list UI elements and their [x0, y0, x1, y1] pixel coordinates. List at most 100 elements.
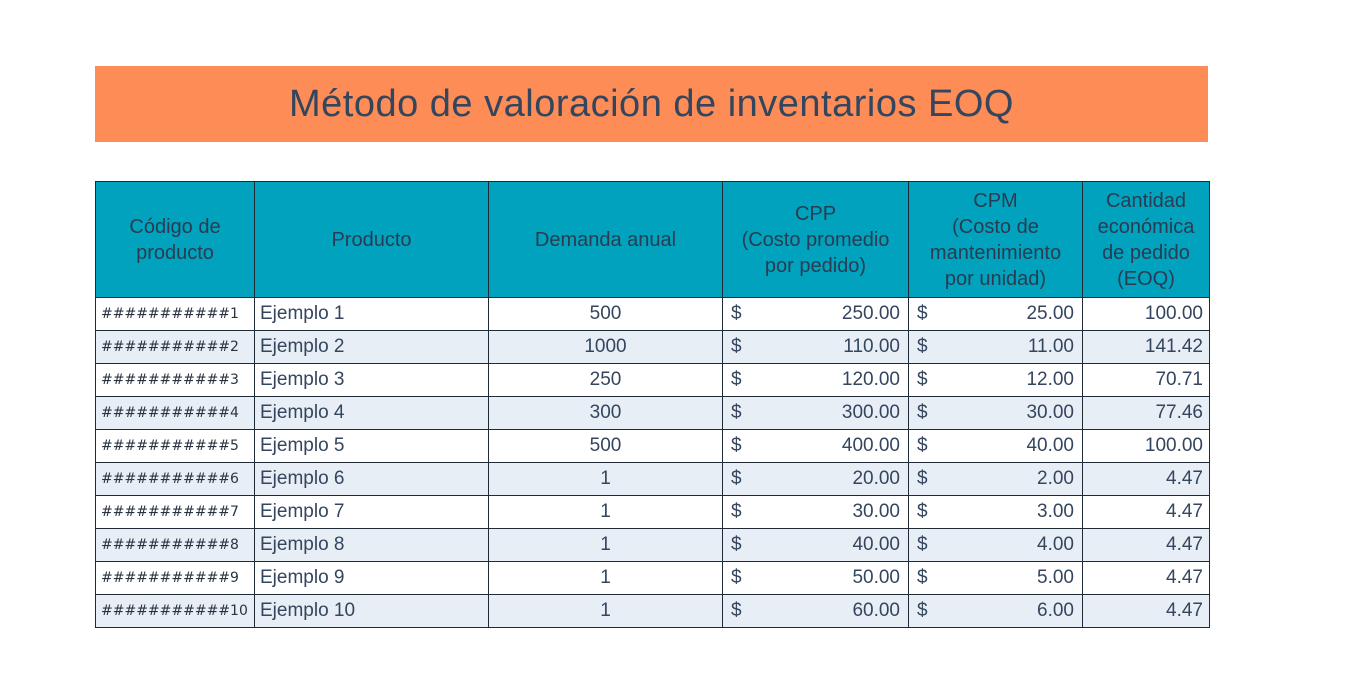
- cell-demand: 300: [488, 396, 723, 430]
- table-row: ###########10 Ejemplo 10 1 $60.00 $6.00 4.47: [95, 594, 1210, 628]
- cell-code: ###########6: [95, 462, 255, 496]
- cell-cpm: $4.00: [908, 528, 1083, 562]
- cell-demand: 250: [488, 363, 723, 397]
- currency-symbol: $: [917, 501, 928, 522]
- currency-symbol: $: [917, 303, 928, 324]
- page-title: Método de valoración de inventarios EOQ: [288, 82, 1014, 125]
- cpm-amount: 12.00: [1026, 369, 1074, 390]
- cell-product: Ejemplo 2: [254, 330, 489, 364]
- cell-eoq: 77.46: [1082, 396, 1210, 430]
- cell-product: Ejemplo 3: [254, 363, 489, 397]
- table-row: ###########5 Ejemplo 5 500 $400.00 $40.00 100…: [95, 429, 1210, 463]
- cell-eoq: 4.47: [1082, 495, 1210, 529]
- cell-product: Ejemplo 7: [254, 495, 489, 529]
- cell-cpp: $300.00: [722, 396, 909, 430]
- cpm-amount: 40.00: [1026, 435, 1074, 456]
- cpm-amount: 30.00: [1026, 402, 1074, 423]
- cell-cpm: $3.00: [908, 495, 1083, 529]
- cell-code: ###########4: [95, 396, 255, 430]
- eoq-table: Código de producto Producto Demanda anua…: [95, 181, 1210, 628]
- cpm-amount: 2.00: [1037, 468, 1074, 489]
- cpp-amount: 60.00: [852, 600, 900, 621]
- header-code: Código de producto: [95, 181, 255, 298]
- table-row: ###########1 Ejemplo 1 500 $250.00 $25.00 100…: [95, 297, 1210, 331]
- currency-symbol: $: [917, 468, 928, 489]
- cpm-amount: 5.00: [1037, 567, 1074, 588]
- cell-cpm: $40.00: [908, 429, 1083, 463]
- cell-code: ###########8: [95, 528, 255, 562]
- cell-product: Ejemplo 8: [254, 528, 489, 562]
- cell-code: ###########2: [95, 330, 255, 364]
- cpp-amount: 40.00: [852, 534, 900, 555]
- cell-cpm: $11.00: [908, 330, 1083, 364]
- currency-symbol: $: [731, 600, 742, 621]
- header-demand: Demanda anual: [488, 181, 723, 298]
- cell-product: Ejemplo 4: [254, 396, 489, 430]
- cell-eoq: 4.47: [1082, 462, 1210, 496]
- cpp-amount: 110.00: [843, 336, 900, 357]
- cell-eoq: 70.71: [1082, 363, 1210, 397]
- cell-eoq: 4.47: [1082, 528, 1210, 562]
- cell-demand: 1: [488, 462, 723, 496]
- cell-cpp: $20.00: [722, 462, 909, 496]
- cell-cpm: $5.00: [908, 561, 1083, 595]
- cell-demand: 1: [488, 495, 723, 529]
- cell-eoq: 4.47: [1082, 594, 1210, 628]
- cell-demand: 500: [488, 297, 723, 331]
- header-row: Código de producto Producto Demanda anua…: [95, 181, 1210, 298]
- cell-code: ###########3: [95, 363, 255, 397]
- table-row: ###########8 Ejemplo 8 1 $40.00 $4.00 4.47: [95, 528, 1210, 562]
- cpp-amount: 50.00: [852, 567, 900, 588]
- cell-demand: 1: [488, 528, 723, 562]
- currency-symbol: $: [731, 534, 742, 555]
- cell-demand: 1: [488, 561, 723, 595]
- cell-eoq: 141.42: [1082, 330, 1210, 364]
- currency-symbol: $: [731, 369, 742, 390]
- cell-cpp: $30.00: [722, 495, 909, 529]
- cpm-amount: 4.00: [1037, 534, 1074, 555]
- currency-symbol: $: [731, 402, 742, 423]
- currency-symbol: $: [917, 534, 928, 555]
- currency-symbol: $: [917, 567, 928, 588]
- cell-product: Ejemplo 5: [254, 429, 489, 463]
- cell-cpp: $50.00: [722, 561, 909, 595]
- currency-symbol: $: [731, 336, 742, 357]
- currency-symbol: $: [917, 336, 928, 357]
- cell-eoq: 4.47: [1082, 561, 1210, 595]
- cell-cpp: $40.00: [722, 528, 909, 562]
- cell-demand: 1: [488, 594, 723, 628]
- table-row: ###########7 Ejemplo 7 1 $30.00 $3.00 4.47: [95, 495, 1210, 529]
- table-row: ###########9 Ejemplo 9 1 $50.00 $5.00 4.47: [95, 561, 1210, 595]
- cell-demand: 500: [488, 429, 723, 463]
- header-cpp: CPP (Costo promedio por pedido): [722, 181, 909, 298]
- currency-symbol: $: [731, 468, 742, 489]
- table-body: ###########1 Ejemplo 1 500 $250.00 $25.00 100…: [95, 297, 1210, 628]
- cell-code: ###########9: [95, 561, 255, 595]
- cell-product: Ejemplo 9: [254, 561, 489, 595]
- currency-symbol: $: [731, 501, 742, 522]
- currency-symbol: $: [917, 369, 928, 390]
- currency-symbol: $: [917, 402, 928, 423]
- cpp-amount: 400.00: [841, 435, 900, 456]
- cell-cpp: $110.00: [722, 330, 909, 364]
- title-banner: Método de valoración de inventarios EOQ: [95, 66, 1208, 142]
- cell-eoq: 100.00: [1082, 297, 1210, 331]
- header-cpm: CPM (Costo de mantenimiento por unidad): [908, 181, 1083, 298]
- cpp-amount: 120.00: [841, 369, 900, 390]
- cell-cpm: $6.00: [908, 594, 1083, 628]
- cpp-amount: 20.00: [852, 468, 900, 489]
- cell-eoq: 100.00: [1082, 429, 1210, 463]
- cell-code: ###########10: [95, 594, 255, 628]
- cell-cpm: $2.00: [908, 462, 1083, 496]
- cell-cpm: $25.00: [908, 297, 1083, 331]
- cpm-amount: 3.00: [1037, 501, 1074, 522]
- currency-symbol: $: [731, 435, 742, 456]
- cpm-amount: 11.00: [1027, 336, 1074, 357]
- cell-cpp: $400.00: [722, 429, 909, 463]
- table-row: ###########2 Ejemplo 2 1000 $110.00 $11.00 14…: [95, 330, 1210, 364]
- cell-cpp: $60.00: [722, 594, 909, 628]
- header-product: Producto: [254, 181, 489, 298]
- cpm-amount: 6.00: [1037, 600, 1074, 621]
- cell-demand: 1000: [488, 330, 723, 364]
- table-row: ###########3 Ejemplo 3 250 $120.00 $12.00 70.…: [95, 363, 1210, 397]
